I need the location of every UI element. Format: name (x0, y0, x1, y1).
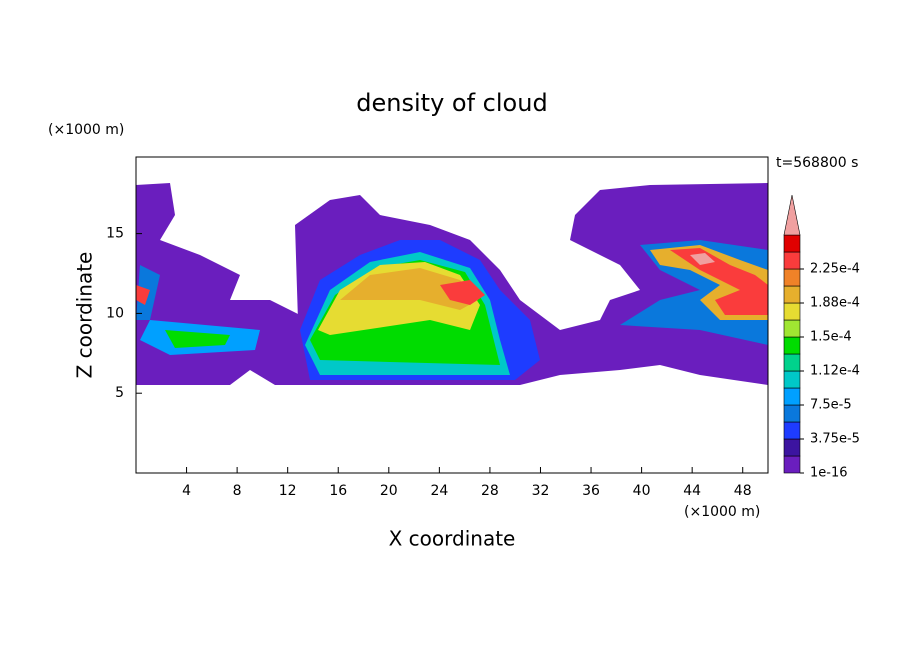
colorbar-label: 1.88e-4 (810, 296, 860, 311)
colorbar-label: 3.75e-5 (810, 432, 860, 447)
colorbar-label: 1e-16 (810, 466, 848, 481)
colorbar-band (783, 455, 801, 474)
colorbar-band (783, 370, 801, 389)
chart-title: density of cloud (356, 89, 547, 117)
contour-region (136, 285, 150, 305)
colorbar-band (783, 353, 801, 372)
colorbar-band (783, 302, 801, 321)
contour-region (165, 330, 230, 348)
colorbar-band (783, 336, 801, 355)
time-label: t=568800 s (776, 155, 858, 171)
colorbar-label: 1.5e-4 (810, 330, 852, 345)
x-tick-label: 12 (279, 483, 297, 499)
colorbar-band (783, 421, 801, 440)
colorbar-band (783, 285, 801, 304)
x-tick-label: 24 (430, 483, 448, 499)
y-tick-label: 10 (106, 305, 124, 321)
x-tick-label: 44 (683, 483, 701, 499)
colorbar-label: 1.12e-4 (810, 364, 860, 379)
y-unit: (×1000 m) (48, 122, 124, 138)
y-label: Z coordinate (73, 252, 97, 379)
plot-frame (135, 156, 769, 474)
colorbar-band (783, 319, 801, 338)
colorbar-band (783, 268, 801, 287)
x-tick-label: 48 (734, 483, 752, 499)
colorbar-over (783, 194, 801, 236)
colorbar-band (783, 404, 801, 423)
contour-fields (136, 183, 768, 385)
y-tick-label: 5 (115, 385, 124, 401)
contour-region (440, 280, 485, 305)
x-tick-label: 40 (633, 483, 651, 499)
colorbar-band (783, 438, 801, 457)
x-unit: (×1000 m) (684, 504, 760, 520)
x-tick-label: 16 (329, 483, 347, 499)
contour-region (670, 248, 768, 315)
x-tick-label: 20 (380, 483, 398, 499)
x-tick-label: 4 (182, 483, 191, 499)
colorbar-label: 7.5e-5 (810, 398, 852, 413)
x-label: X coordinate (389, 527, 516, 551)
contour-region (340, 268, 478, 310)
x-tick-label: 28 (481, 483, 499, 499)
x-tick-label: 36 (582, 483, 600, 499)
colorbar-band (783, 251, 801, 270)
contour-region (136, 183, 300, 385)
colorbar-label: 2.25e-4 (810, 262, 860, 277)
x-tick-label: 32 (532, 483, 550, 499)
x-tick-label: 8 (233, 483, 242, 499)
colorbar-band (783, 387, 801, 406)
contour-region (690, 253, 715, 265)
colorbar-band (783, 234, 801, 253)
y-tick-label: 15 (106, 226, 124, 242)
